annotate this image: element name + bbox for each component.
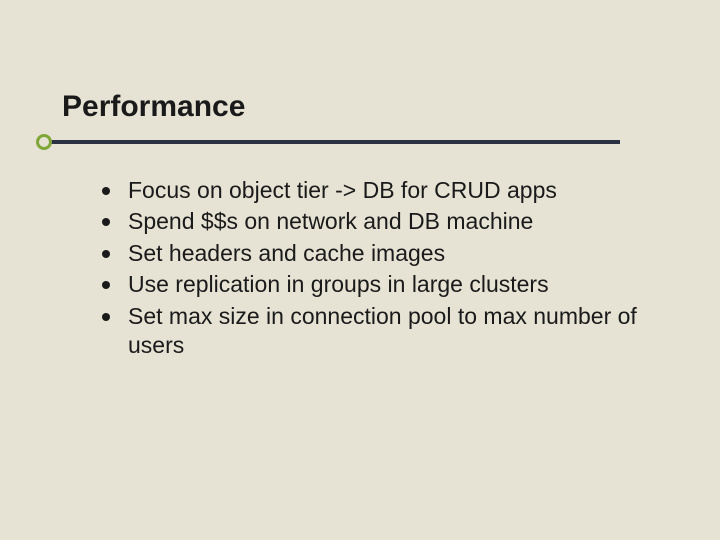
title-divider [60, 134, 660, 154]
divider-circle-icon [36, 134, 52, 150]
slide: Performance Focus on object tier -> DB f… [0, 0, 720, 540]
list-item: Set headers and cache images [102, 239, 660, 268]
divider-line [40, 140, 620, 144]
slide-title: Performance [60, 90, 660, 124]
list-item: Use replication in groups in large clust… [102, 270, 660, 299]
list-item: Spend $$s on network and DB machine [102, 207, 660, 236]
list-item: Focus on object tier -> DB for CRUD apps [102, 176, 660, 205]
list-item: Set max size in connection pool to max n… [102, 302, 660, 361]
bullet-list: Focus on object tier -> DB for CRUD apps… [60, 176, 660, 361]
